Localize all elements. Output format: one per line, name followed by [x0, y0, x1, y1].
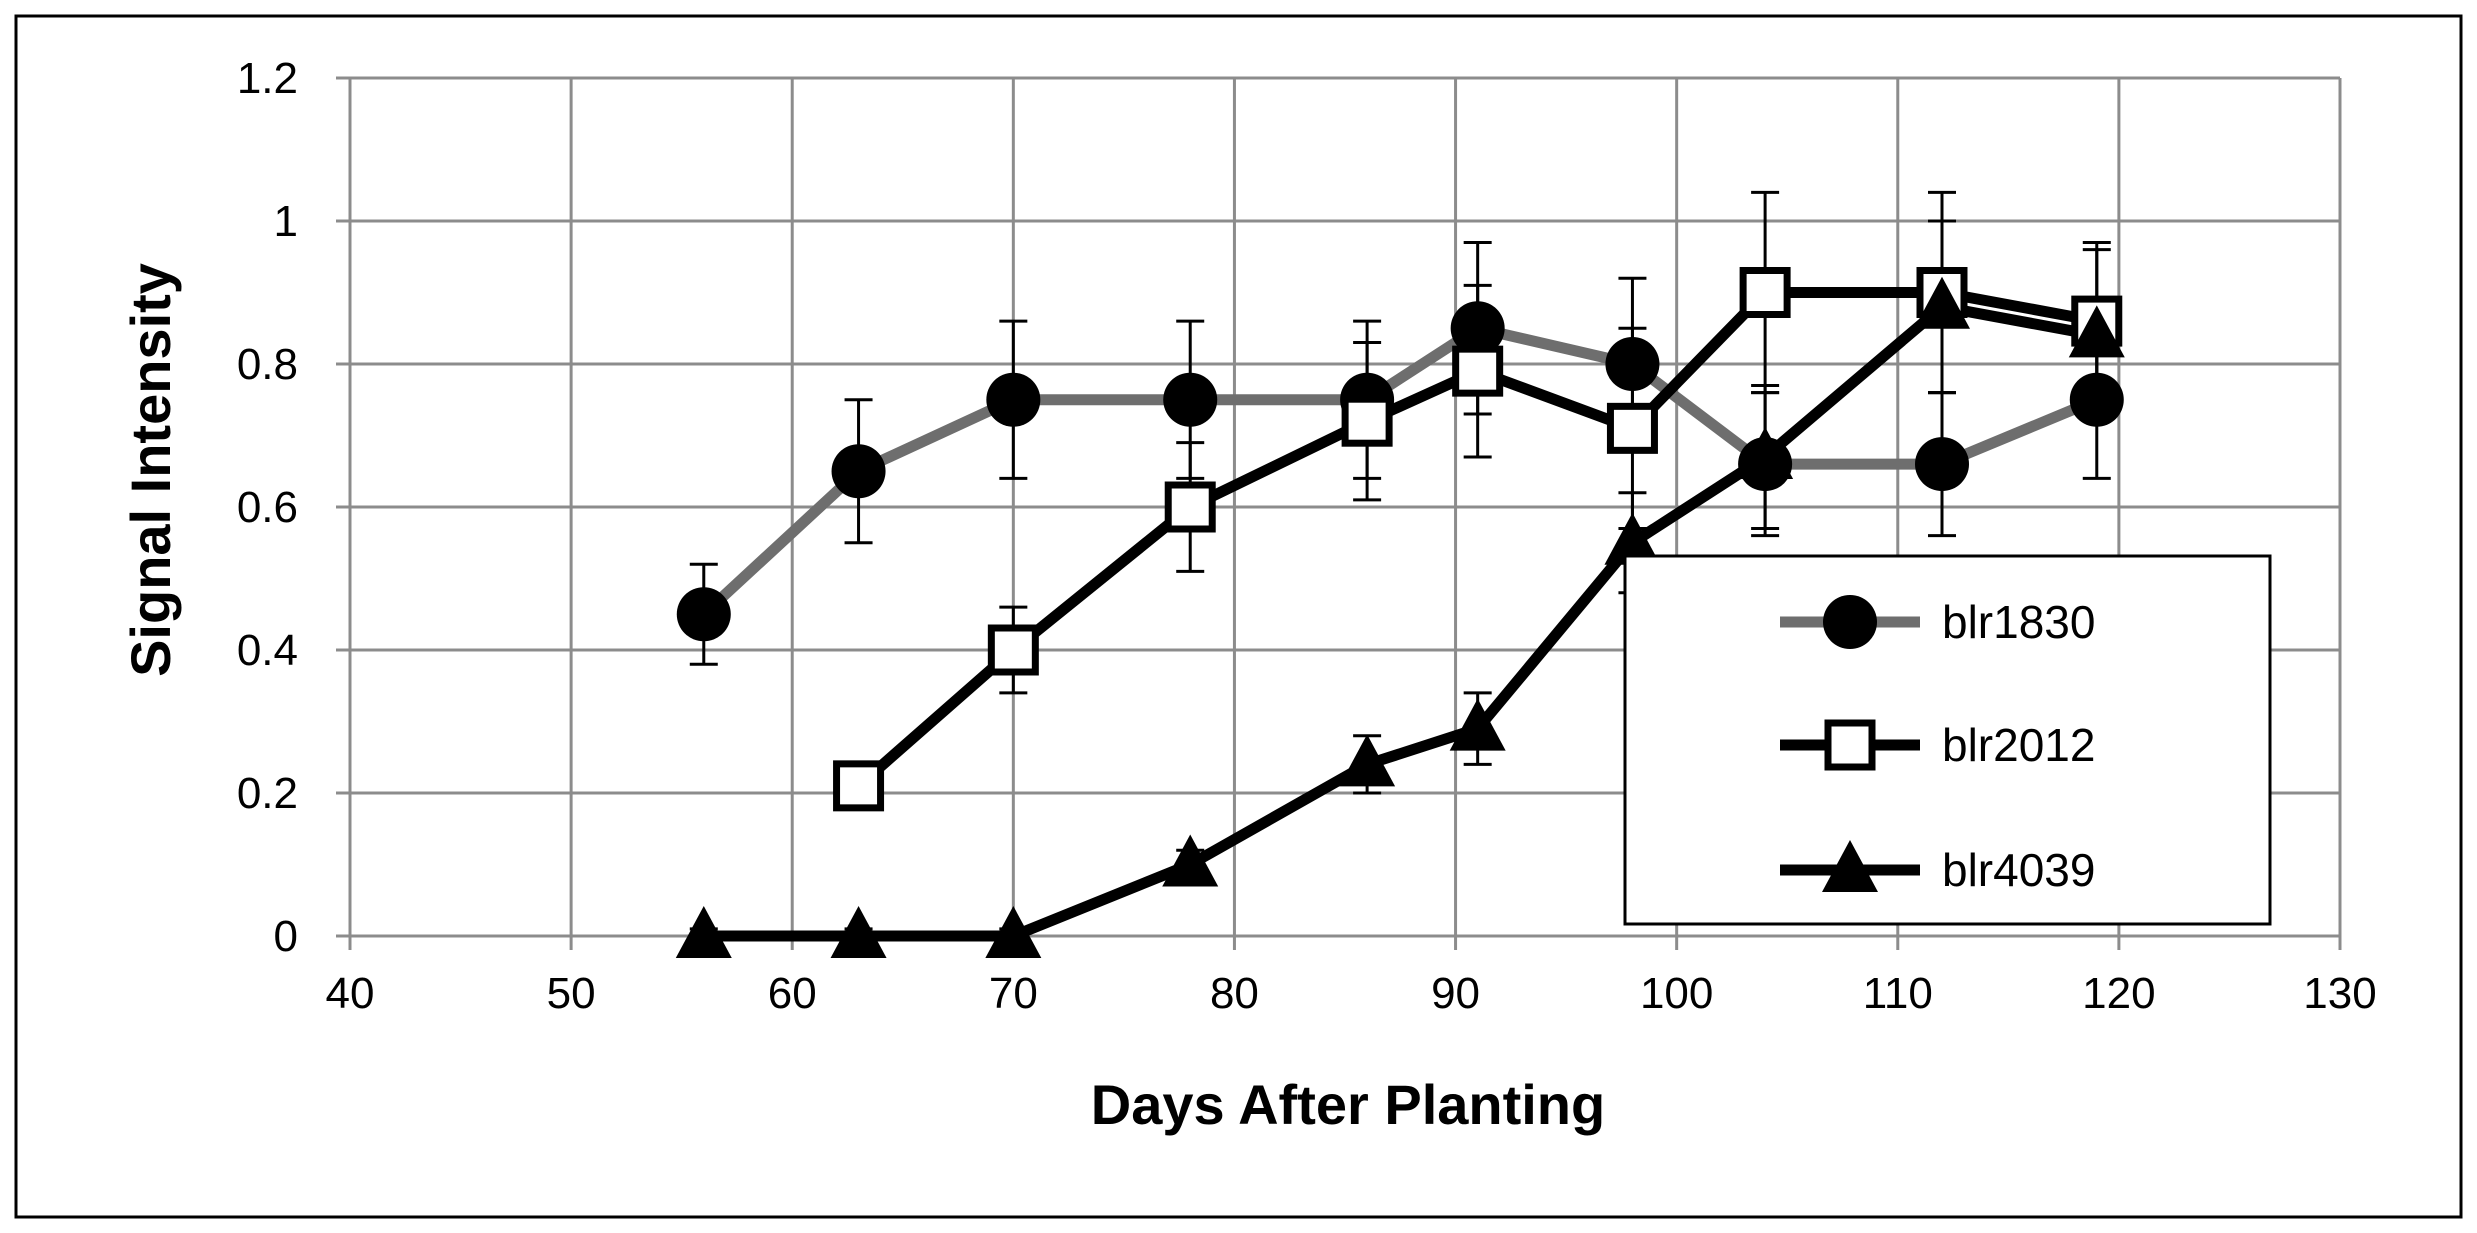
data-point-blr1830	[831, 444, 886, 499]
x-tick-label: 100	[1640, 969, 1713, 1018]
data-point-blr2012	[1606, 402, 1658, 454]
data-point-blr2012	[1739, 267, 1791, 318]
y-tick-label: 0.8	[237, 340, 298, 389]
legend-label: blr1830	[1942, 596, 2095, 648]
data-point-blr4039	[675, 906, 732, 958]
data-point-blr4039	[830, 906, 887, 958]
data-point-blr1830	[1915, 437, 1969, 492]
data-point-blr2012	[1341, 395, 1393, 447]
legend-box	[1623, 554, 2272, 926]
axes: 40 50 60 70 80 90 100 110 120 130 0 0.2 0.4 0.6 0.8 1 1.…	[237, 54, 2377, 1018]
legend-marker-blr4039	[1822, 840, 1878, 892]
data-point-blr2012	[987, 624, 1039, 676]
data-point-blr1830	[2069, 372, 2124, 427]
y-tick-label: 0.2	[237, 769, 298, 818]
x-tick-label: 60	[768, 969, 817, 1018]
x-tick-label: 90	[1431, 969, 1480, 1018]
data-point-blr1830	[676, 587, 731, 642]
data-point-blr2012	[833, 760, 885, 812]
legend-label: blr2012	[1942, 719, 2095, 771]
data-point-blr4039	[1737, 426, 1794, 479]
legend-item-blr2012: blr2012	[1780, 719, 2095, 771]
x-tick-label: 80	[1210, 969, 1259, 1018]
x-tick-label: 120	[2082, 969, 2155, 1018]
data-point-blr2012	[1452, 345, 1504, 397]
x-tick-label: 110	[1863, 969, 1933, 1018]
legend-marker-blr1830	[1823, 595, 1877, 649]
data-point-blr4039	[1914, 276, 1970, 329]
y-tick-label: 0	[274, 912, 298, 961]
data-point-blr2012	[1164, 481, 1216, 533]
data-point-blr4039	[2068, 305, 2125, 358]
series-line-blr1830	[700, 322, 2099, 619]
legend-item-blr4039: blr4039	[1780, 840, 2095, 896]
x-tick-label: 130	[2303, 969, 2376, 1018]
data-point-blr4039	[1449, 698, 1506, 751]
data-series	[675, 190, 2125, 958]
legend-item-blr1830: blr1830	[1780, 595, 2095, 649]
data-point-blr4039	[985, 906, 1042, 958]
x-tick-label: 40	[326, 969, 375, 1018]
data-point-blr1830	[1605, 337, 1660, 391]
data-point-blr4039	[1339, 734, 1396, 787]
y-tick-label: 0.4	[237, 626, 298, 675]
data-point-blr1830	[1163, 372, 1218, 427]
series-line-blr4039	[703, 301, 2098, 942]
y-tick-label: 0.6	[237, 483, 298, 532]
data-point-blr4039	[1162, 834, 1219, 887]
legend: blr1830 blr2012 blr4039	[1623, 554, 2272, 926]
x-axis-title: Days After Planting	[1091, 1073, 1605, 1136]
y-tick-label: 1	[274, 197, 298, 246]
y-axis-title: Signal Intensity	[119, 263, 182, 677]
markers-blr4039	[675, 276, 2125, 958]
data-point-blr1830	[986, 372, 1041, 427]
legend-label: blr4039	[1942, 844, 2095, 896]
y-tick-label: 1.2	[237, 54, 298, 103]
x-tick-label: 50	[547, 969, 596, 1018]
x-tick-label: 70	[989, 969, 1038, 1018]
legend-marker-blr2012	[1824, 719, 1876, 771]
data-point-blr1830	[1450, 301, 1505, 356]
data-point-blr4039	[1604, 512, 1661, 565]
